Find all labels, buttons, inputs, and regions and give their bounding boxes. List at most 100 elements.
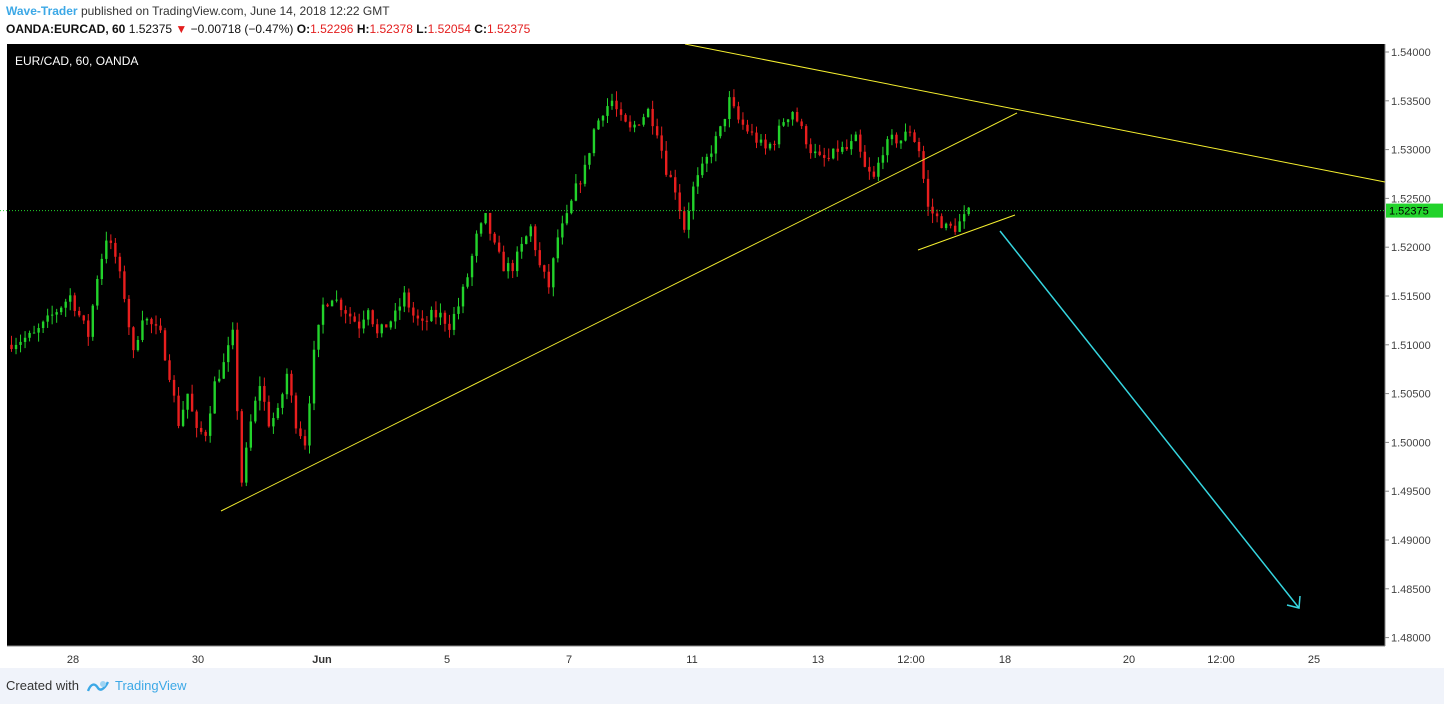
candle-body	[227, 345, 230, 363]
price-tick-label: 1.50000	[1391, 437, 1431, 449]
time-tick-label: 25	[1308, 654, 1320, 666]
candle-body	[624, 114, 627, 122]
candle-body	[556, 237, 560, 259]
candle-body	[890, 134, 894, 140]
candle-body	[705, 156, 709, 164]
candle-body	[674, 177, 677, 193]
price-tick-label: 1.49500	[1391, 486, 1431, 498]
candle-body	[746, 124, 749, 132]
candle-body	[633, 124, 636, 128]
candle-body	[136, 339, 140, 351]
candle-body	[967, 207, 970, 215]
candle-body	[159, 325, 162, 331]
time-tick-label: 7	[566, 654, 572, 666]
candle-body	[511, 263, 514, 272]
candle-body	[944, 223, 948, 229]
candle-body	[804, 126, 808, 145]
last-price-tag	[1386, 203, 1443, 218]
candle-body	[651, 108, 654, 127]
candle-body	[908, 131, 912, 133]
candle-body	[615, 100, 618, 110]
candle-body	[561, 223, 564, 238]
candle-body	[403, 292, 406, 307]
last-price: 1.52375	[128, 22, 173, 36]
candle-body	[660, 135, 663, 151]
price-tick-label: 1.53500	[1391, 96, 1431, 108]
candle-body	[854, 134, 858, 142]
candle-body	[809, 144, 812, 154]
candle-body	[497, 242, 501, 252]
high-label: H:	[356, 22, 370, 36]
candle-body	[538, 250, 541, 266]
candle-body	[818, 151, 821, 156]
tradingview-logo-icon	[86, 680, 109, 691]
candle-body	[534, 226, 537, 251]
candle-body	[407, 292, 411, 308]
candle-body	[646, 108, 650, 118]
candle-body	[525, 236, 528, 244]
price-tick-label: 1.48500	[1391, 584, 1431, 596]
time-tick-label: 5	[444, 654, 450, 666]
candle-body	[109, 240, 113, 243]
candle-body	[163, 330, 167, 361]
price-tick-label: 1.51000	[1391, 340, 1431, 352]
symbol-label: OANDA:EURCAD, 60	[6, 22, 126, 36]
candle-body	[574, 183, 578, 201]
last-price-tag-label: 1.52375	[1389, 206, 1429, 218]
candle-body	[719, 126, 722, 137]
price-tick-label: 1.53000	[1391, 145, 1431, 157]
candle-body	[376, 324, 379, 334]
candle-body	[64, 301, 67, 308]
candle-body	[768, 143, 772, 149]
candle-body	[439, 312, 442, 318]
candle-body	[380, 324, 383, 334]
candle-body	[231, 329, 234, 346]
projection-arrow-head-icon	[1286, 595, 1301, 609]
candle-body	[59, 307, 63, 313]
candle-body	[917, 141, 921, 152]
candle-body	[913, 132, 916, 142]
candle-body	[863, 151, 867, 167]
author-link[interactable]: Wave-Trader	[6, 4, 78, 18]
candle-body	[958, 221, 961, 232]
candle-body	[886, 139, 889, 156]
candle-body	[759, 139, 763, 143]
candle-body	[312, 349, 316, 404]
candle-body	[755, 132, 758, 143]
candles-group	[10, 89, 970, 487]
candle-body	[741, 119, 745, 125]
candle-body	[96, 279, 99, 306]
candle-body	[46, 315, 49, 322]
candle-body	[452, 313, 456, 330]
candle-body	[412, 307, 415, 316]
candle-body	[687, 211, 690, 230]
candle-body	[881, 155, 885, 163]
candle-body	[466, 277, 469, 287]
candle-body	[669, 174, 672, 178]
candle-body	[32, 332, 36, 334]
candle-body	[579, 183, 582, 185]
tradingview-link[interactable]: TradingView	[114, 678, 187, 693]
candle-body	[710, 153, 713, 157]
candle-body	[389, 321, 392, 328]
candle-body	[592, 129, 596, 154]
candle-body	[28, 332, 31, 338]
candle-body	[218, 378, 221, 382]
candle-body	[276, 407, 280, 419]
candle-body	[728, 97, 731, 120]
candle-body	[281, 394, 284, 408]
candle-body	[773, 143, 776, 145]
time-tick-label: 20	[1123, 654, 1135, 666]
candle-body	[263, 386, 266, 402]
price-chart[interactable]: 1.52375 1.54000 1.53500 1.53000 1.52500 1.52…	[0, 43, 1444, 668]
candle-body	[841, 146, 844, 152]
time-tick-label: 28	[67, 654, 79, 666]
candle-body	[827, 157, 830, 159]
candle-body	[421, 318, 424, 321]
candle-body	[150, 318, 153, 325]
candle-body	[795, 112, 799, 122]
candle-body	[14, 344, 18, 350]
candle-body	[416, 315, 420, 319]
candle-body	[114, 242, 117, 257]
candle-body	[190, 393, 194, 412]
